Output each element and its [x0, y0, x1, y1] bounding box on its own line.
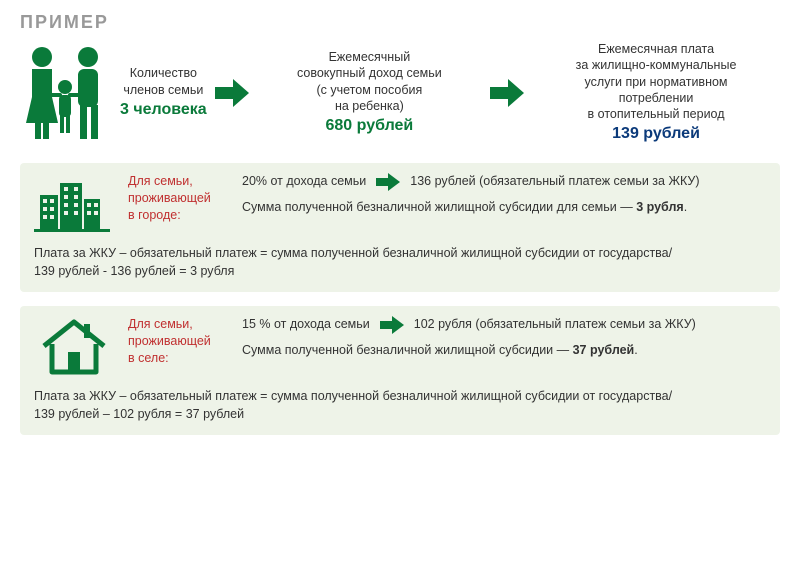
- family-icon: [20, 43, 110, 143]
- village-subsidy-prefix: Сумма полученной безналичной жилищной су…: [242, 343, 573, 357]
- city-percent: 20% от дохода семьи: [242, 173, 366, 191]
- example-top-row: Количество членов семьи 3 человека Ежеме…: [20, 41, 780, 145]
- city-heading: Для семьи, проживающей в городе:: [128, 173, 228, 224]
- arrow-icon: [215, 79, 249, 107]
- family-value: 3 человека: [120, 100, 207, 121]
- city-subsidy-suffix: .: [684, 200, 687, 214]
- village-panel: Для семьи, проживающей в селе: 15 % от д…: [20, 306, 780, 435]
- arrow-icon: [380, 316, 404, 334]
- city-panel: Для семьи, проживающей в городе: 20% от …: [20, 163, 780, 292]
- village-result: 102 рубля (обязательный платеж семьи за …: [414, 316, 696, 334]
- city-icon: [34, 173, 114, 235]
- city-subsidy-value: 3 рубля: [636, 200, 684, 214]
- city-subsidy: Сумма полученной безналичной жилищной су…: [242, 199, 766, 217]
- city-result: 136 рублей (обязательный платеж семьи за…: [410, 173, 699, 191]
- village-percent: 15 % от дохода семьи: [242, 316, 370, 334]
- house-icon: [34, 316, 114, 378]
- city-content: 20% от дохода семьи 136 рублей (обязател…: [242, 173, 766, 217]
- city-formula: Плата за ЖКУ – обязательный платеж = сум…: [34, 245, 766, 280]
- village-subsidy: Сумма полученной безналичной жилищной су…: [242, 342, 766, 360]
- village-subsidy-suffix: .: [634, 343, 637, 357]
- city-formula-line2: 139 рублей - 136 рублей = 3 рубля: [34, 263, 766, 281]
- income-label: Ежемесячный совокупный доход семьи (с уч…: [257, 49, 482, 114]
- income-value: 680 рублей: [257, 116, 482, 137]
- village-formula-line1: Плата за ЖКУ – обязательный платеж = сум…: [34, 388, 766, 406]
- family-label: Количество членов семьи: [120, 65, 207, 98]
- village-formula: Плата за ЖКУ – обязательный платеж = сум…: [34, 388, 766, 423]
- village-content: 15 % от дохода семьи 102 рубля (обязател…: [242, 316, 766, 360]
- payment-value: 139 рублей: [532, 124, 780, 145]
- arrow-icon: [376, 173, 400, 191]
- city-subsidy-prefix: Сумма полученной безналичной жилищной су…: [242, 200, 636, 214]
- income-info: Ежемесячный совокупный доход семьи (с уч…: [257, 49, 482, 137]
- city-formula-line1: Плата за ЖКУ – обязательный платеж = сум…: [34, 245, 766, 263]
- payment-info: Ежемесячная плата за жилищно-коммунальны…: [532, 41, 780, 145]
- page-title: ПРИМЕР: [20, 12, 780, 33]
- arrow-icon: [490, 79, 524, 107]
- village-formula-line2: 139 рублей – 102 рубля = 37 рублей: [34, 406, 766, 424]
- village-subsidy-value: 37 рублей: [573, 343, 635, 357]
- village-heading: Для семьи, проживающей в селе:: [128, 316, 228, 367]
- family-block: Количество членов семьи 3 человека: [20, 43, 207, 143]
- family-info: Количество членов семьи 3 человека: [120, 65, 207, 120]
- payment-label: Ежемесячная плата за жилищно-коммунальны…: [532, 41, 780, 122]
